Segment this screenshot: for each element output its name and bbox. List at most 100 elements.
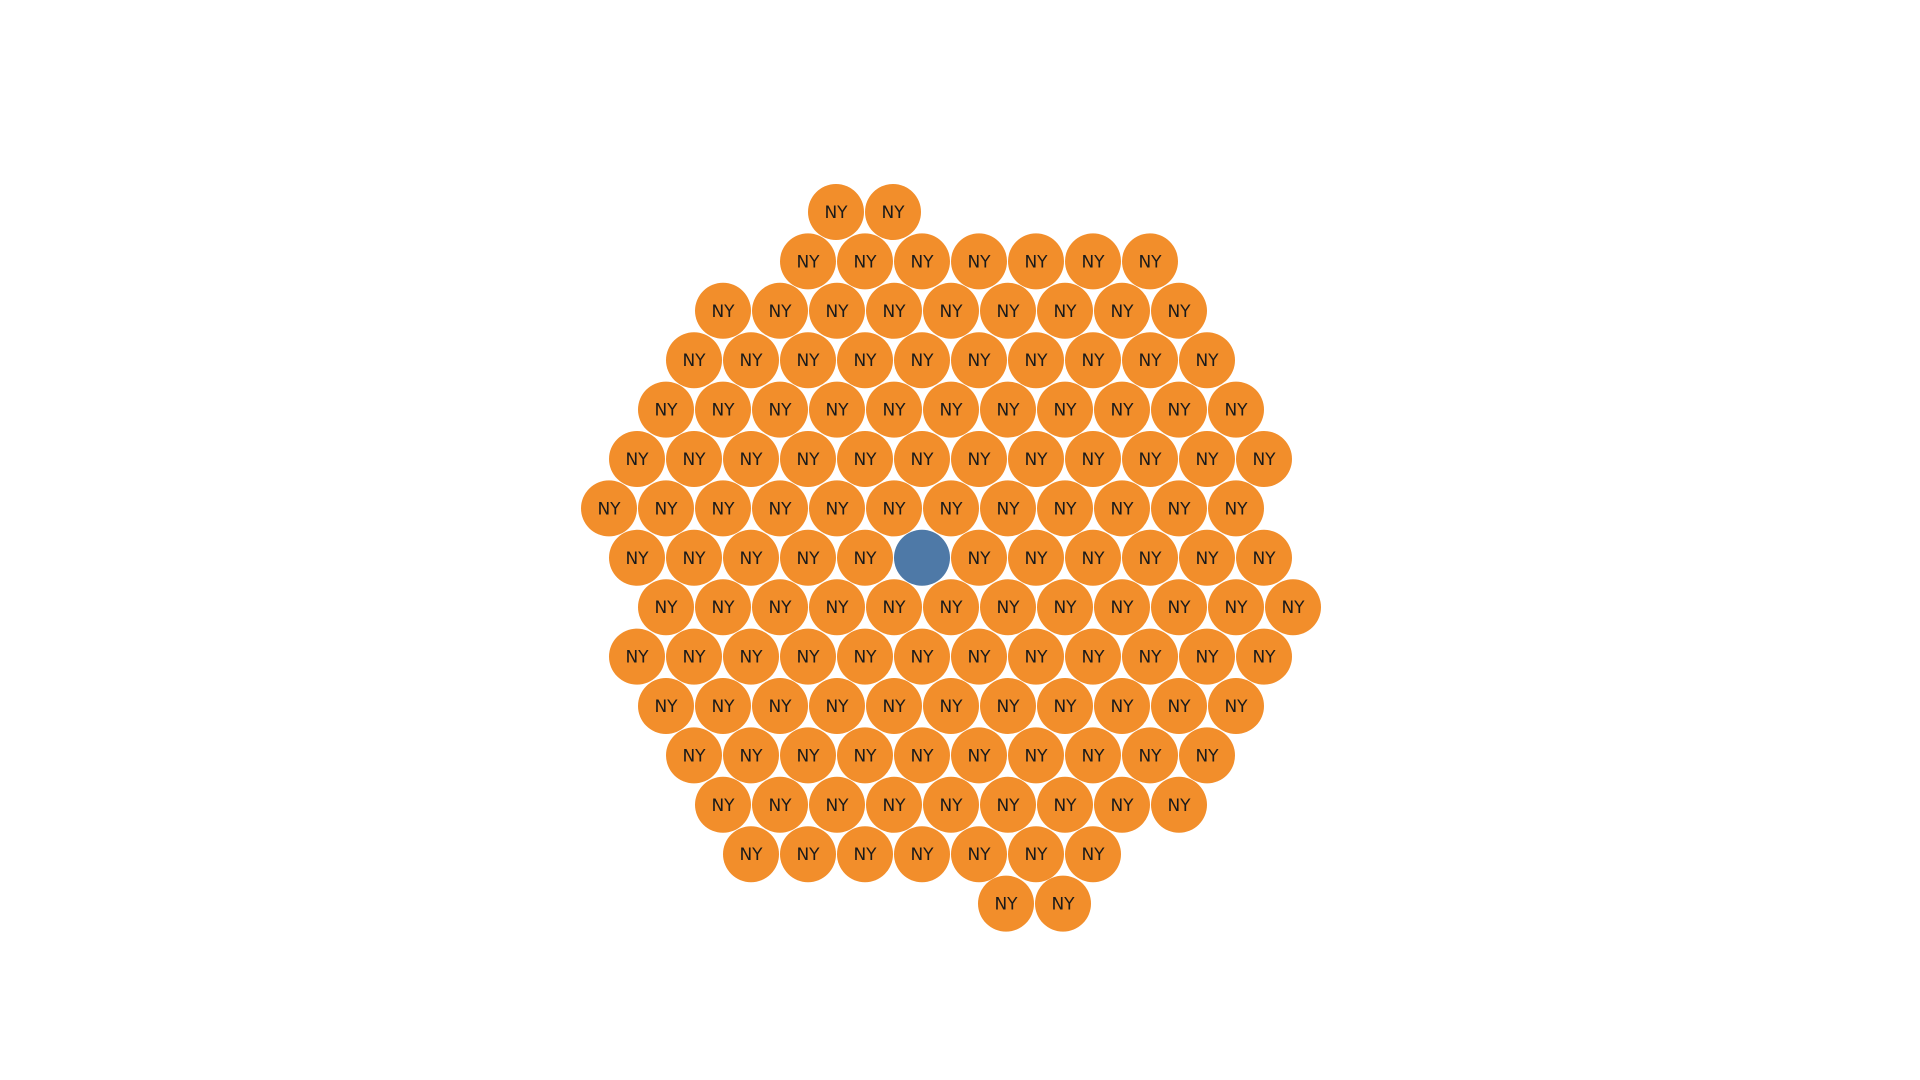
bubble[interactable] [951, 727, 1007, 784]
bubble[interactable] [780, 431, 836, 487]
bubble[interactable] [923, 678, 979, 734]
bubble[interactable] [866, 480, 922, 537]
bubble[interactable] [951, 628, 1007, 685]
bubble[interactable] [1008, 826, 1064, 883]
bubble-highlight[interactable] [894, 529, 950, 586]
bubble[interactable] [1094, 579, 1150, 636]
bubble[interactable] [780, 628, 836, 685]
bubble[interactable] [923, 480, 979, 537]
bubble[interactable] [1151, 282, 1207, 339]
bubble[interactable] [752, 381, 808, 438]
bubble[interactable] [1179, 332, 1235, 389]
bubble[interactable] [638, 579, 694, 636]
bubble[interactable] [951, 233, 1007, 290]
bubble[interactable] [695, 579, 751, 636]
bubble[interactable] [923, 282, 979, 339]
bubble[interactable] [752, 282, 808, 339]
bubble[interactable] [666, 529, 722, 586]
bubble[interactable] [1094, 480, 1150, 537]
bubble[interactable] [837, 628, 893, 685]
bubble[interactable] [1122, 529, 1178, 586]
bubble[interactable] [894, 431, 950, 487]
bubble[interactable] [951, 431, 1007, 487]
bubble[interactable] [695, 678, 751, 734]
bubble[interactable] [1265, 579, 1321, 636]
bubble[interactable] [837, 233, 893, 290]
bubble[interactable] [780, 727, 836, 784]
bubble[interactable] [1179, 727, 1235, 784]
bubble[interactable] [609, 529, 665, 586]
bubble[interactable] [1008, 332, 1064, 389]
bubble[interactable] [809, 381, 865, 438]
bubble[interactable] [1179, 431, 1235, 487]
bubble[interactable] [809, 282, 865, 339]
bubble[interactable] [1065, 628, 1121, 685]
bubble[interactable] [923, 579, 979, 636]
bubble[interactable] [866, 381, 922, 438]
bubble[interactable] [865, 184, 921, 240]
bubble[interactable] [923, 776, 979, 833]
bubble[interactable] [894, 233, 950, 290]
bubble[interactable] [780, 332, 836, 389]
bubble[interactable] [980, 282, 1036, 339]
bubble[interactable] [1151, 776, 1207, 833]
bubble[interactable] [609, 628, 665, 685]
bubble[interactable] [837, 332, 893, 389]
bubble[interactable] [923, 381, 979, 438]
bubble[interactable] [1094, 678, 1150, 734]
bubble[interactable] [1122, 727, 1178, 784]
bubble[interactable] [866, 282, 922, 339]
bubble[interactable] [866, 678, 922, 734]
bubble[interactable] [951, 529, 1007, 586]
bubble[interactable] [1037, 480, 1093, 537]
bubble[interactable] [1037, 381, 1093, 438]
bubble[interactable] [1065, 826, 1121, 883]
bubble[interactable] [1208, 381, 1264, 438]
bubble[interactable] [752, 678, 808, 734]
bubble[interactable] [581, 480, 637, 537]
bubble[interactable] [609, 431, 665, 487]
bubble[interactable] [723, 431, 779, 487]
bubble[interactable] [1122, 431, 1178, 487]
bubble[interactable] [695, 480, 751, 537]
bubble[interactable] [837, 529, 893, 586]
bubble[interactable] [809, 678, 865, 734]
bubble[interactable] [1065, 431, 1121, 487]
bubble[interactable] [1008, 529, 1064, 586]
bubble[interactable] [666, 332, 722, 389]
bubble[interactable] [866, 579, 922, 636]
bubble[interactable] [1037, 678, 1093, 734]
bubble[interactable] [1208, 678, 1264, 734]
bubble[interactable] [1008, 628, 1064, 685]
bubble[interactable] [1208, 480, 1264, 537]
bubble[interactable] [1065, 233, 1121, 290]
bubble[interactable] [1122, 233, 1178, 290]
bubble[interactable] [980, 776, 1036, 833]
bubble[interactable] [695, 282, 751, 339]
bubble[interactable] [723, 332, 779, 389]
bubble[interactable] [809, 480, 865, 537]
bubble[interactable] [1094, 282, 1150, 339]
bubble[interactable] [1151, 678, 1207, 734]
bubble[interactable] [1035, 875, 1091, 932]
bubble[interactable] [780, 529, 836, 586]
bubble[interactable] [1037, 282, 1093, 339]
bubble[interactable] [1236, 628, 1292, 685]
bubble[interactable] [1151, 579, 1207, 636]
bubble[interactable] [980, 480, 1036, 537]
bubble[interactable] [1208, 579, 1264, 636]
bubble[interactable] [1236, 431, 1292, 487]
bubble[interactable] [1065, 332, 1121, 389]
bubble[interactable] [1179, 628, 1235, 685]
bubble[interactable] [695, 381, 751, 438]
bubble[interactable] [809, 579, 865, 636]
bubble[interactable] [980, 381, 1036, 438]
bubble[interactable] [837, 431, 893, 487]
bubble[interactable] [1236, 529, 1292, 586]
bubble[interactable] [695, 776, 751, 833]
bubble[interactable] [1008, 233, 1064, 290]
bubble[interactable] [666, 727, 722, 784]
bubble[interactable] [1037, 776, 1093, 833]
bubble[interactable] [780, 826, 836, 883]
bubble[interactable] [894, 727, 950, 784]
